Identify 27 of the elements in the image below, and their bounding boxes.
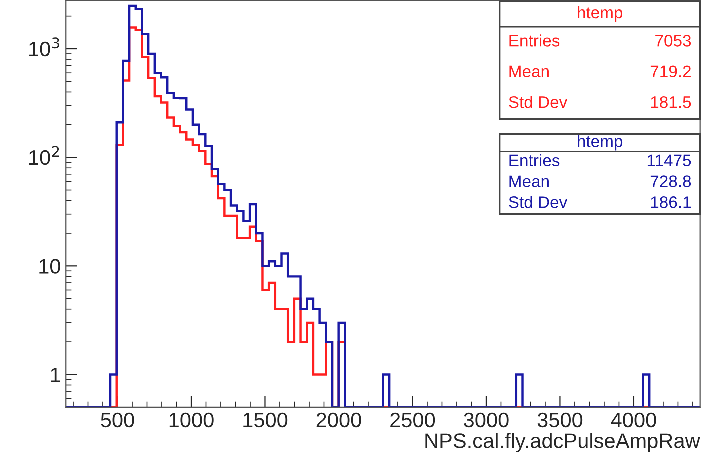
annotation: Mean [510,66,549,78]
x-tick-label: 1500 [244,412,288,428]
x-tick-label: 2500 [390,412,436,428]
annotation: htemp [578,135,623,151]
annotation: 11475 [648,154,692,167]
annotation: 186.1 [651,196,691,208]
annotation: htemp [578,6,623,22]
x-axis-title: NPS.cal.fly.adcPulseAmpRaw [426,433,700,453]
y-tick-label: 1 [51,368,60,382]
y-tick-label: 10$^{2}$ [30,146,60,166]
x-tick-label: 4000 [611,412,656,428]
annotation: Std Dev [509,196,568,208]
x-tick-label: 3500 [538,412,583,428]
y-tick-label: 10$^{3}$ [30,38,60,57]
annotation: 728.8 [650,176,692,188]
annotation: Entries [510,34,560,47]
x-tick-label: 1000 [170,412,214,428]
x-tick-label: 2000 [316,412,362,428]
annotation: 7053 [656,35,692,47]
annotation: Std Dev [509,96,568,108]
annotation: 719.2 [650,66,691,78]
annotation: 181.5 [651,96,692,108]
x-tick-label: 500 [101,412,134,428]
annotation: Entries [510,154,560,167]
annotation: Mean [510,176,549,188]
x-tick-label: 3000 [464,412,509,428]
y-tick-label: 10 [40,259,60,274]
